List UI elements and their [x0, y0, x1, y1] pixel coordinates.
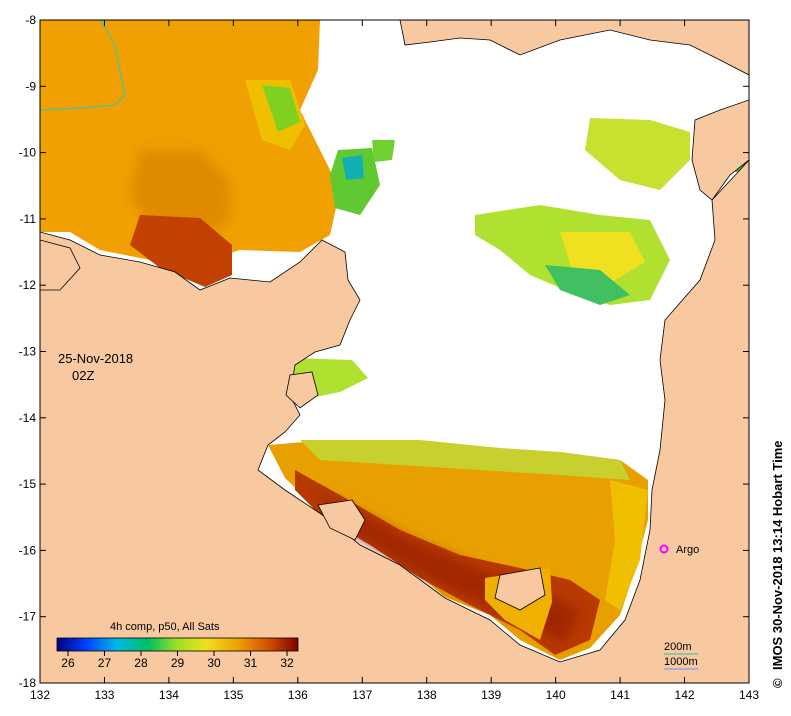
copyright-icon: ©: [770, 678, 785, 688]
colorbar-tick-label: 30: [207, 656, 221, 670]
sst-region-northwest-hot: [130, 215, 232, 287]
x-tick-label: 136: [288, 688, 308, 702]
y-tick-label: -12: [19, 278, 37, 292]
colorbar-tick-label: 32: [280, 656, 294, 670]
sst-region-east-green: [545, 265, 630, 305]
x-tick-label: 139: [481, 688, 501, 702]
x-tick-label: 134: [159, 688, 179, 702]
y-tick-label: -9: [25, 79, 36, 93]
x-tick-label: 132: [30, 688, 50, 702]
sst-region-south-cool-strip: [605, 480, 648, 610]
y-tick-label: -13: [19, 345, 37, 359]
argo-marker-icon[interactable]: [659, 544, 669, 554]
colorbar-title: 4h comp, p50, All Sats: [110, 621, 220, 633]
colorbar-gradient: [56, 637, 299, 652]
y-tick-label: -17: [19, 610, 37, 624]
y-tick-label: -10: [19, 146, 37, 160]
x-tick-label: 137: [352, 688, 372, 702]
x-tick-label: 135: [223, 688, 243, 702]
colorbar-tick-label: 28: [134, 656, 148, 670]
x-tick-label: 133: [94, 688, 114, 702]
land-layer: [40, 20, 749, 683]
colorbar: 4h comp, p50, All Sats 26 27 28 29 30 31 32: [56, 621, 299, 670]
sst-region-northeast: [585, 118, 690, 190]
credit: © IMOS 30-Nov-2018 13:14 Hobart Time: [770, 440, 785, 688]
x-tick-label: 142: [675, 688, 695, 702]
land-cape-york: [691, 99, 749, 201]
x-tick-label: 141: [610, 688, 630, 702]
land-melville-island: [40, 239, 81, 291]
colorbar-tick-label: 26: [61, 656, 75, 670]
x-tick-label: 138: [417, 688, 437, 702]
y-tick-label: -11: [20, 212, 37, 226]
argo-label: Argo: [676, 544, 699, 556]
land-groote-eylandt: [285, 371, 319, 409]
colorbar-tick-label: 29: [171, 656, 185, 670]
land-wellesley-islands: [494, 567, 546, 611]
depth-legend-1000m: 1000m: [664, 656, 698, 668]
land-new-guinea: [399, 20, 749, 76]
y-tick-label: -18: [19, 676, 37, 690]
x-tick-label: 143: [739, 688, 759, 702]
sst-patch-cyan-1: [342, 155, 364, 180]
land-mornington-island: [317, 499, 366, 541]
depth-legend-200m: 200m: [664, 641, 692, 653]
y-tick-label: -16: [19, 543, 37, 557]
credit-text: IMOS 30-Nov-2018 13:14 Hobart Time: [770, 440, 785, 670]
x-axis: 132 133 134 135 136 137 138 139 140 141 142 143: [30, 20, 759, 702]
sst-patch-green-1: [330, 148, 380, 215]
depth-contour-200m: [40, 20, 126, 111]
y-axis: -8 -9 -10 -11 -12 -13 -14 -15 -16 -17 -18: [19, 13, 749, 690]
colorbar-tick-label: 31: [244, 656, 258, 670]
sst-region-northwest-darker: [130, 150, 230, 235]
x-tick-label: 140: [546, 688, 566, 702]
time-label: 02Z: [72, 368, 94, 383]
colorbar-tick-label: 27: [98, 656, 112, 670]
sst-patch-green-2: [372, 140, 395, 162]
sst-region-northwest-green: [262, 85, 300, 132]
colorbar-ticks: 26 27 28 29 30 31 32: [61, 651, 294, 670]
argo-station[interactable]: Argo: [659, 544, 700, 556]
sst-region-south-north-edge: [300, 440, 630, 480]
depth-legend: 200m 1000m: [664, 641, 698, 670]
y-tick-label: -15: [19, 477, 37, 491]
date-label: 25-Nov-2018: [58, 351, 133, 366]
y-tick-label: -14: [19, 411, 37, 425]
y-tick-label: -8: [25, 13, 36, 27]
